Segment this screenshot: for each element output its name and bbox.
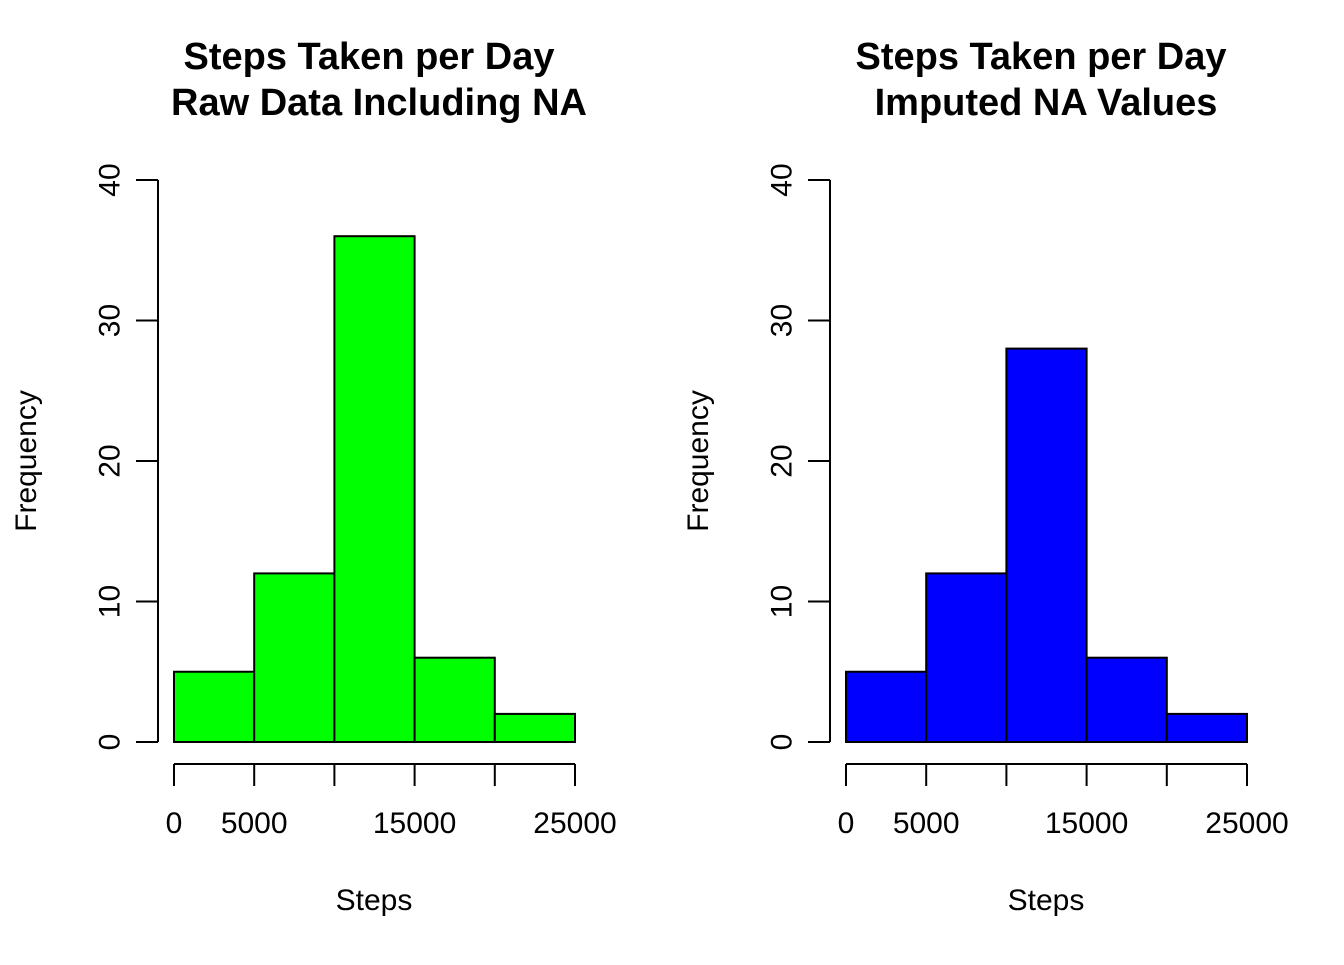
y-tick-label: 10 — [94, 585, 127, 618]
x-tick-label: 25000 — [533, 807, 616, 840]
y-axis-label: Frequency — [682, 390, 715, 532]
y-tick-label: 20 — [94, 444, 127, 477]
y-tick-label: 30 — [94, 304, 127, 337]
x-tick-label: 0 — [166, 807, 183, 840]
histogram-bar — [413, 656, 496, 744]
y-tick-label: 40 — [766, 163, 799, 196]
y-tick-label: 30 — [766, 304, 799, 337]
bar-group — [845, 347, 1249, 744]
chart-title-line-1: Steps Taken per Day — [855, 36, 1226, 78]
y-tick-label: 40 — [94, 163, 127, 196]
histogram-bar — [253, 572, 336, 744]
histogram-bar — [333, 235, 416, 743]
histogram-bar — [173, 670, 256, 743]
histogram-bar — [1165, 712, 1249, 744]
x-tick-label: 5000 — [893, 807, 960, 840]
x-axis-label: Steps — [1008, 884, 1085, 917]
x-tick-label: 0 — [838, 807, 855, 840]
histogram-bar — [1005, 347, 1088, 743]
histogram-panel-imputed: Steps Taken per Day Imputed NA Values St… — [682, 36, 1289, 917]
x-tick-label: 25000 — [1205, 807, 1288, 840]
histogram-panel-raw: Steps Taken per Day Raw Data Including N… — [10, 36, 617, 917]
x-axis: 0 5000 15000 25000 — [166, 763, 617, 840]
y-tick-label: 0 — [766, 734, 799, 751]
histogram-bar — [845, 670, 928, 743]
histogram-bar — [493, 712, 576, 744]
chart-title-line-1: Steps Taken per Day — [183, 36, 554, 78]
chart-title-line-2: Imputed NA Values — [875, 82, 1218, 124]
x-tick-label: 5000 — [221, 807, 288, 840]
y-tick-label: 10 — [766, 585, 799, 618]
y-axis-label: Frequency — [10, 390, 43, 532]
bar-group — [173, 235, 576, 744]
x-tick-label: 15000 — [373, 807, 456, 840]
x-axis: 0 5000 15000 25000 — [838, 763, 1289, 840]
y-tick-label: 20 — [766, 444, 799, 477]
x-tick-label: 15000 — [1045, 807, 1128, 840]
y-tick-label: 0 — [94, 734, 127, 751]
y-axis: 0 10 20 30 40 — [766, 163, 831, 750]
histogram-bar — [925, 572, 1008, 744]
y-axis: 0 10 20 30 40 — [94, 163, 159, 750]
x-axis-label: Steps — [336, 884, 413, 917]
histogram-bar — [1085, 656, 1168, 744]
chart-title-line-2: Raw Data Including NA — [171, 82, 587, 124]
